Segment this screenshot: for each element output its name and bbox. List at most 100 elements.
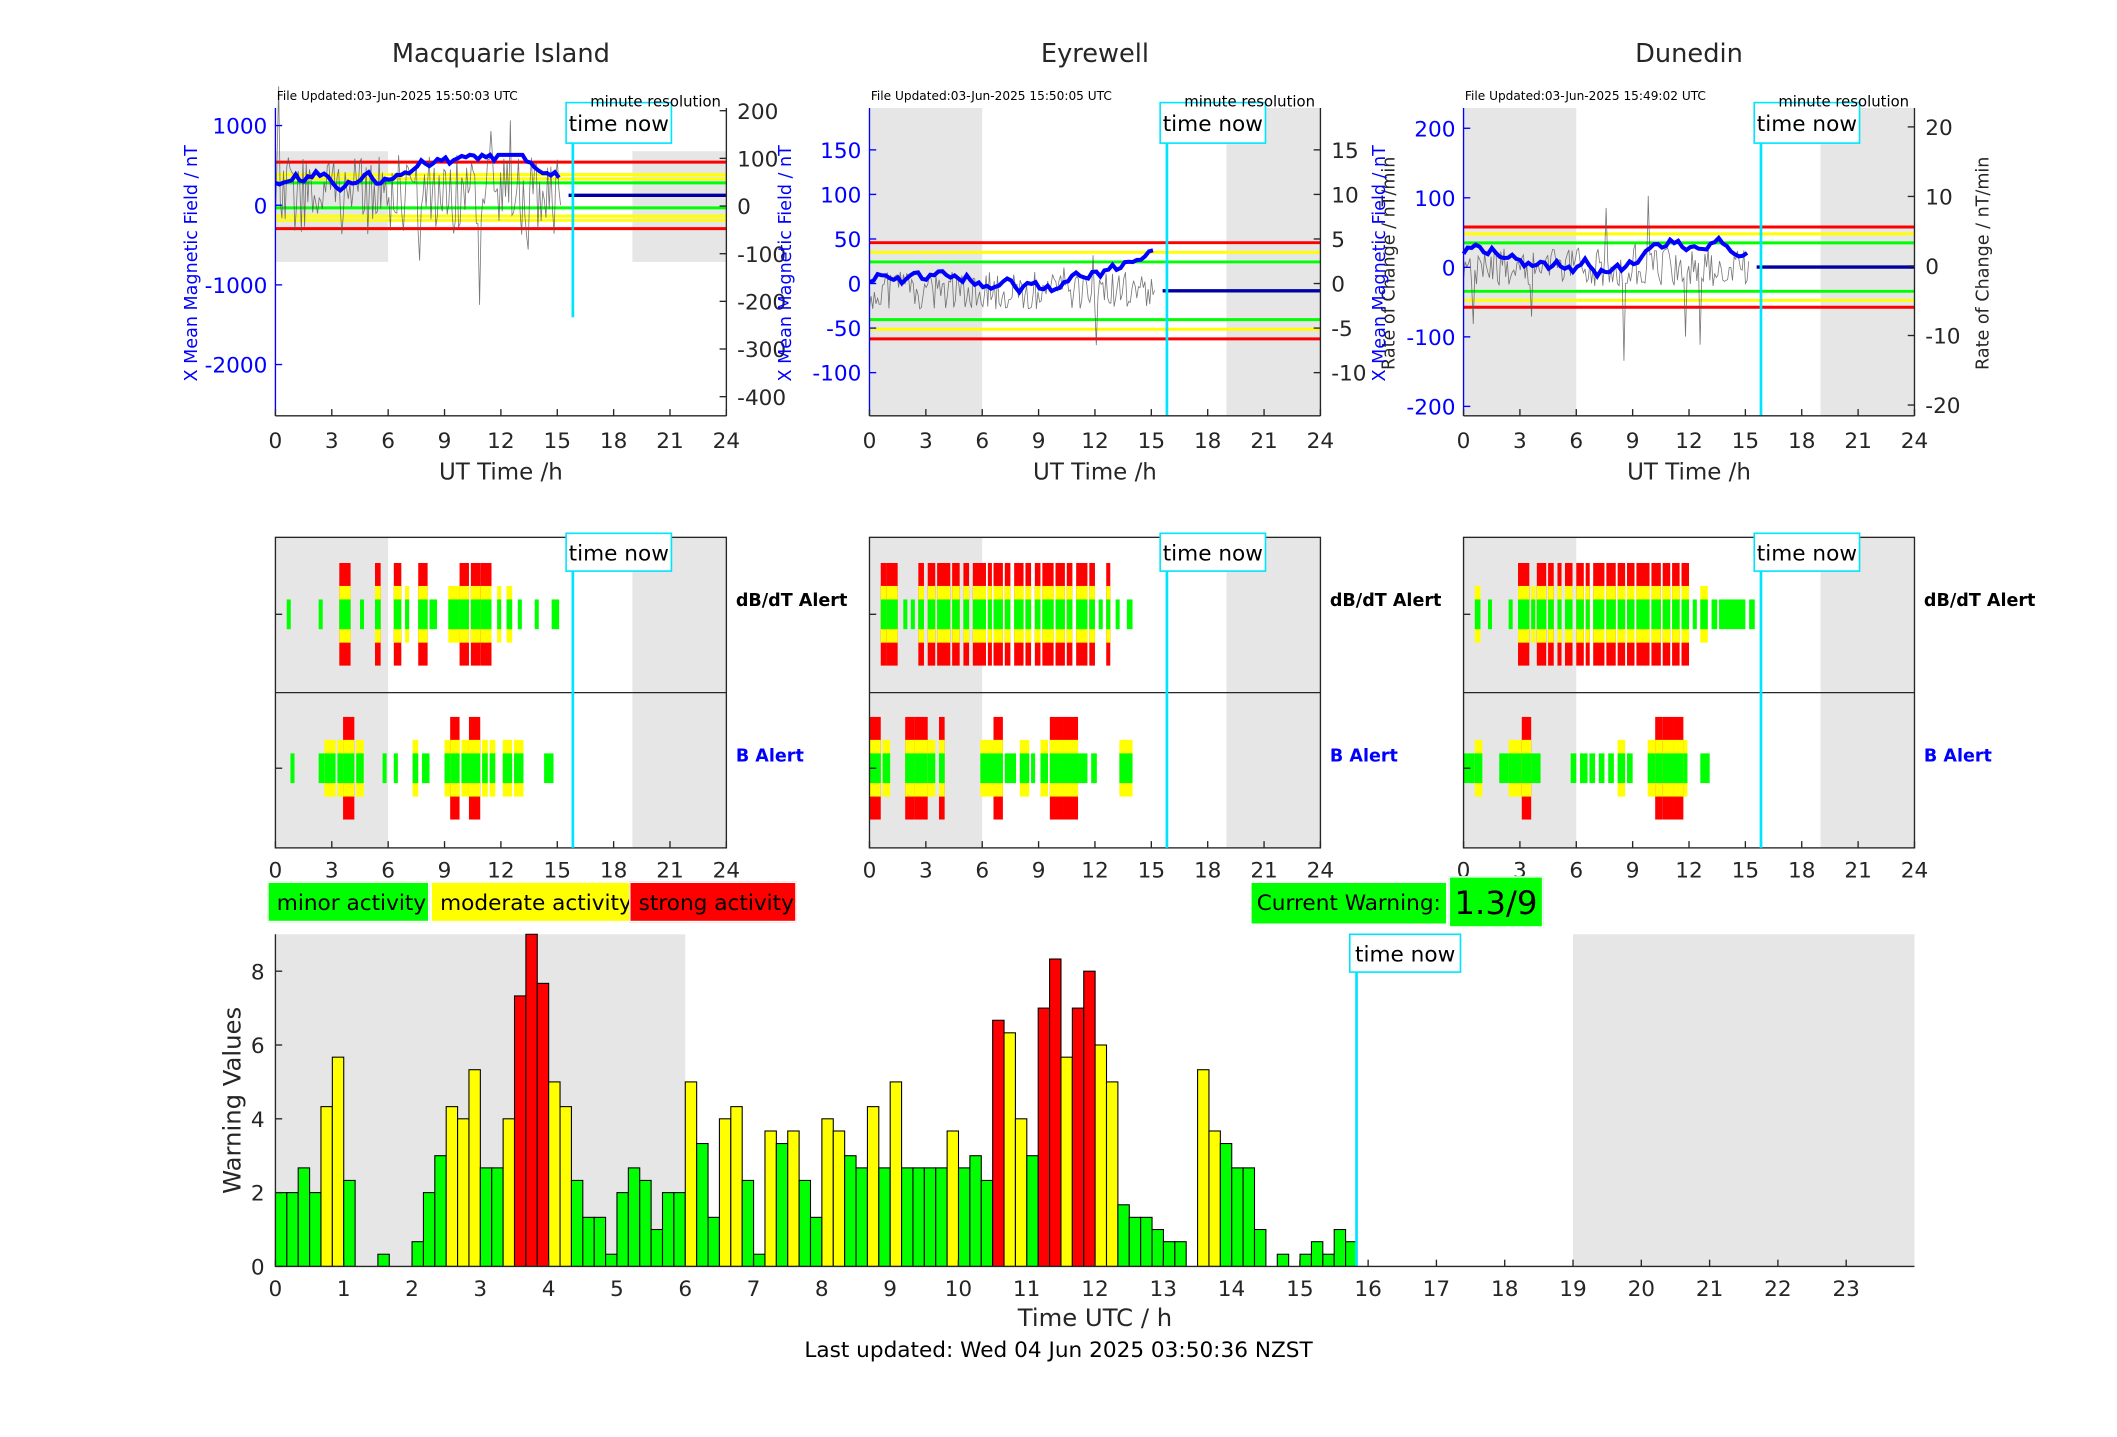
warning-bar xyxy=(548,1081,561,1267)
alert-time-now-box xyxy=(1159,532,1267,572)
left-tick-label: -2000 xyxy=(205,354,268,379)
left-axis-label: X Mean Magnetic Field / nT xyxy=(182,145,202,382)
warning-y-axis-label: Warning Values xyxy=(217,1007,246,1194)
dbdt-alert-bar-13-level-1 xyxy=(1617,599,1626,630)
warning-bar xyxy=(935,1167,948,1267)
station-0-group: Macquarie Island time now File Updated:03-… xyxy=(182,39,847,883)
warning-bar xyxy=(946,1130,960,1267)
dbdt-alert-bar-3-level-1 xyxy=(1518,599,1530,630)
dbdt-alert-bar-13-level-1 xyxy=(497,599,502,630)
alert-x-tick-label: 3 xyxy=(325,859,339,884)
warning-bar xyxy=(1242,1167,1256,1267)
mean-field-trace xyxy=(1461,234,1749,281)
b-alert-bar-7-level-1 xyxy=(1580,753,1588,784)
warning-x-tick-label: 13 xyxy=(1150,1277,1177,1302)
warning-x-tick-label: 8 xyxy=(815,1277,829,1302)
station-2-title: Dunedin xyxy=(1635,39,1743,69)
warning-bar xyxy=(1299,1253,1312,1267)
b-alert-bar-15-level-1 xyxy=(1662,753,1674,784)
dbdt-alert-bar-7-level-1 xyxy=(418,599,428,630)
b-alert-bar-5-level-1 xyxy=(939,753,945,784)
left-tick-label: 0 xyxy=(1442,256,1456,281)
warning-bar xyxy=(286,1192,299,1267)
alert-x-tick-label: 12 xyxy=(1675,859,1702,884)
dbdt-alert-bar-15-level-1 xyxy=(517,599,522,630)
warning-bar xyxy=(866,1106,880,1267)
right-tick-label: 0 xyxy=(1331,273,1345,298)
dbdt-alert-bar-8-level-1 xyxy=(429,599,438,630)
warning-bar xyxy=(798,1179,812,1267)
warning-bar xyxy=(616,1192,629,1267)
b-alert-bar-18-level-1 xyxy=(544,753,554,784)
x-tick-label: 24 xyxy=(713,429,740,454)
left-axis-label: X Mean Magnetic Field / nT xyxy=(1370,145,1390,382)
field-shade-1 xyxy=(1820,108,1915,416)
legend-strong-activity: strong activity xyxy=(629,881,797,923)
warning-bar xyxy=(1174,1241,1187,1267)
alert-x-tick-label: 15 xyxy=(1732,859,1759,884)
warning-bar xyxy=(1219,1142,1233,1267)
x-tick-label: 6 xyxy=(381,429,395,454)
dbdt-alert-bar-12-level-1 xyxy=(480,599,492,630)
dbdt-alert-bar-10-level-1 xyxy=(459,599,469,630)
right-axis-label: Rate of Change / nT/min xyxy=(1380,157,1400,370)
dbdt-alert-bar-1-level-1 xyxy=(886,599,898,630)
dbdt-alert-bar-18-level-1 xyxy=(1672,599,1680,630)
warning-bar xyxy=(707,1216,720,1267)
x-tick-label: 12 xyxy=(487,429,514,454)
x-tick-label: 3 xyxy=(919,429,933,454)
time-now-label: time now xyxy=(1757,112,1857,137)
warning-bar xyxy=(730,1106,743,1267)
dbdt-alert-bar-10-level-1 xyxy=(987,599,992,630)
b-alert-bar-1-level-1 xyxy=(318,753,325,784)
rate-of-change-trace xyxy=(1463,195,1750,361)
warning-bar xyxy=(969,1155,982,1267)
left-tick-label: 100 xyxy=(820,184,861,209)
b-alert-label: B Alert xyxy=(736,746,804,766)
station-0-title: Macquarie Island xyxy=(392,39,610,69)
b-alert-bar-4-level-1 xyxy=(343,753,355,784)
left-tick-label: 0 xyxy=(254,194,268,219)
warning-bar xyxy=(1231,1167,1244,1267)
dbdt-alert-bar-21-level-1 xyxy=(1700,599,1708,630)
right-tick-label: 10 xyxy=(1925,186,1952,211)
legend-moderate-activity: moderate activity xyxy=(430,881,632,923)
alert-x-tick-label: 9 xyxy=(1626,859,1640,884)
warning-bar xyxy=(787,1130,800,1267)
x-axis-label: UT Time /h xyxy=(1033,459,1157,485)
mean-field-trace xyxy=(868,248,1154,296)
dbdt-alert-bar-16-level-1 xyxy=(534,599,539,630)
alert-time-now-box xyxy=(1753,532,1861,572)
alert-x-tick-label: 6 xyxy=(381,859,395,884)
b-alert-bar-17-level-1 xyxy=(1683,753,1688,784)
warning-x-tick-label: 23 xyxy=(1832,1277,1859,1302)
b-alert-bar-9-level-1 xyxy=(1019,753,1030,784)
right-tick-label: 20 xyxy=(1925,116,1952,141)
dbdt-alert-bar-19-level-1 xyxy=(1681,599,1690,630)
x-tick-label: 21 xyxy=(1250,429,1277,454)
right-tick-label: 10 xyxy=(1331,184,1358,209)
dbdt-alert-bar-0-level-1 xyxy=(880,599,887,630)
dbdt-alert-bar-22-level-1 xyxy=(1106,599,1111,630)
warning-bar xyxy=(1140,1216,1153,1267)
b-alert-bar-3-level-1 xyxy=(337,753,344,784)
warning-x-tick-label: 9 xyxy=(883,1277,897,1302)
b-alert-bar-14-level-1 xyxy=(1078,753,1088,784)
warning-bar xyxy=(912,1167,925,1267)
right-tick-label: -200 xyxy=(737,290,786,315)
warning-bar xyxy=(1060,1056,1073,1267)
warning-bar xyxy=(468,1069,481,1267)
alert-x-tick-label: 18 xyxy=(600,859,627,884)
warning-bar xyxy=(274,1192,288,1267)
x-tick-label: 0 xyxy=(269,429,283,454)
last-updated: Last updated: Wed 04 Jun 2025 03:50:36 N… xyxy=(804,1336,1313,1363)
alert-time-now-label: time now xyxy=(569,541,669,566)
x-tick-label: 15 xyxy=(1138,429,1165,454)
left-tick-label: -200 xyxy=(1406,395,1455,420)
alert-x-tick-label: 24 xyxy=(1901,859,1928,884)
left-tick-label: 1000 xyxy=(212,115,267,140)
warning-bar xyxy=(582,1216,595,1267)
warning-bar xyxy=(741,1179,755,1267)
